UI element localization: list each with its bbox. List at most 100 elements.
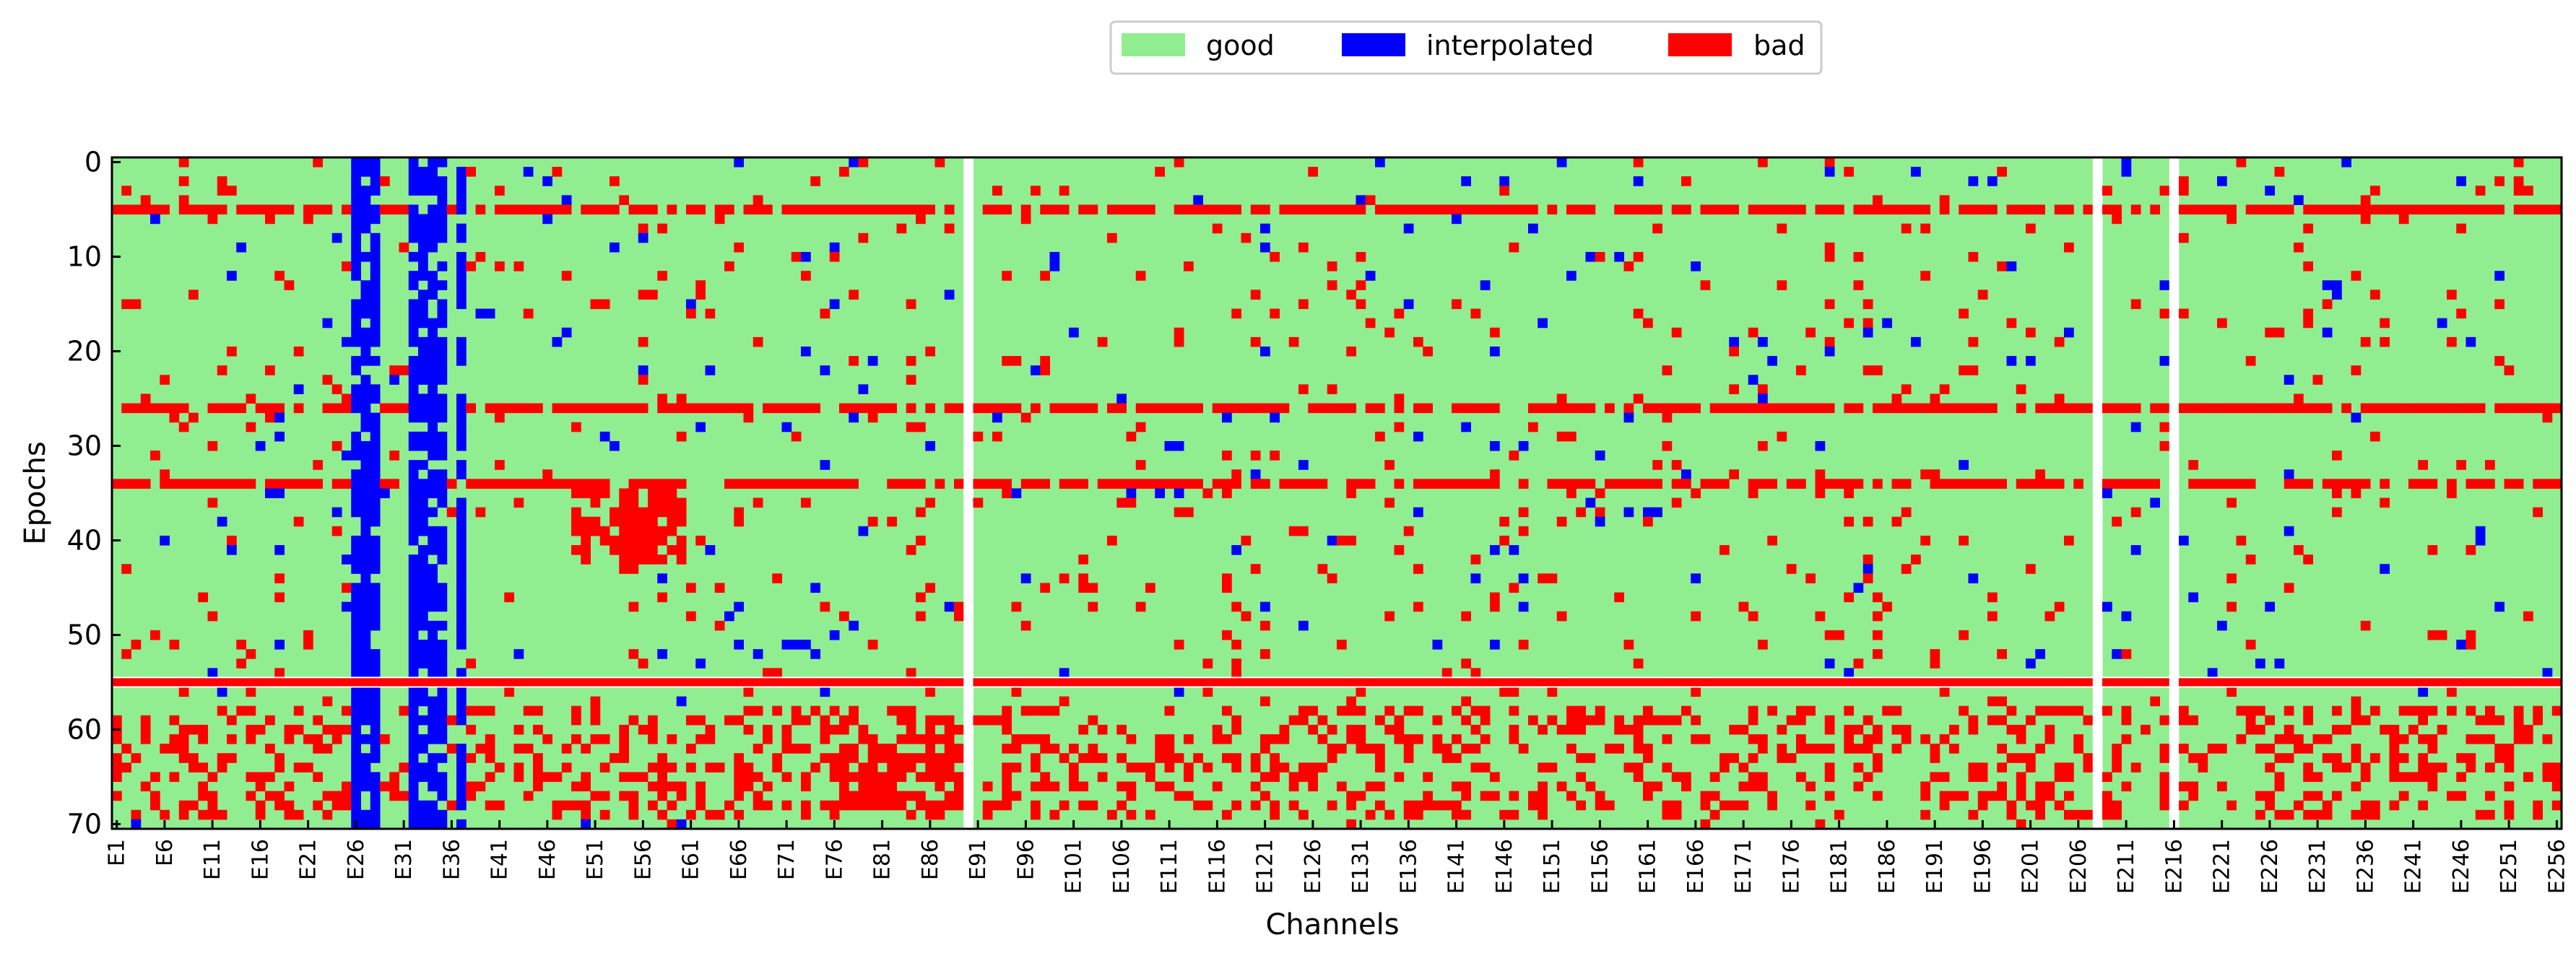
bad-cell — [246, 687, 256, 697]
bad-cell — [303, 630, 313, 640]
x-tick-label: E21 — [296, 839, 321, 880]
interpolated-cell — [351, 204, 361, 215]
bad-cell — [801, 677, 811, 688]
bad-cell — [1920, 403, 1930, 414]
interpolated-cell — [2217, 176, 2227, 186]
bad-cell — [1767, 479, 1777, 489]
bad-cell — [2083, 677, 2094, 688]
bad-cell — [542, 734, 552, 744]
bad-cell — [772, 403, 782, 414]
bad-cell — [1662, 734, 1673, 744]
interpolated-cell — [360, 327, 371, 338]
bad-cell — [1499, 204, 1509, 215]
bad-cell — [2322, 479, 2333, 489]
bad-cell — [1643, 479, 1653, 489]
bad-cell — [1709, 677, 1720, 688]
bad-cell — [1394, 393, 1405, 404]
bad-cell — [1844, 318, 1854, 328]
bad-cell — [217, 705, 227, 716]
interpolated-cell — [360, 545, 371, 555]
bad-cell — [1432, 479, 1443, 489]
bad-cell — [1222, 583, 1232, 593]
bad-cell — [619, 677, 629, 688]
bad-cell — [619, 564, 629, 574]
legend-label-bad: bad — [1753, 30, 1805, 61]
bad-cell — [2351, 705, 2362, 716]
bad-cell — [714, 214, 725, 225]
bad-cell — [2044, 724, 2055, 735]
interpolated-cell — [274, 545, 285, 555]
bad-cell — [1738, 601, 1749, 612]
interpolated-cell — [456, 280, 467, 290]
bad-cell — [2513, 176, 2524, 186]
interpolated-cell — [351, 658, 361, 669]
bad-cell — [513, 204, 524, 215]
bad-cell — [2447, 403, 2457, 414]
interpolated-cell — [360, 214, 371, 225]
bad-cell — [581, 809, 591, 820]
bad-cell — [1556, 393, 1567, 404]
interpolated-cell — [408, 280, 419, 290]
bad-cell — [504, 403, 514, 414]
interpolated-cell — [342, 336, 352, 347]
bad-cell — [772, 479, 782, 489]
bad-cell — [1126, 479, 1137, 489]
bad-cell — [2130, 677, 2141, 688]
bad-cell — [801, 744, 811, 754]
interpolated-cell — [2475, 526, 2486, 536]
bad-cell — [446, 677, 457, 688]
bad-cell — [1288, 772, 1299, 783]
bad-cell — [877, 677, 888, 688]
interpolated-cell — [858, 526, 869, 536]
bad-cell — [916, 422, 926, 432]
bad-cell — [513, 261, 524, 271]
bad-cell — [916, 791, 926, 801]
bad-cell — [2370, 809, 2380, 820]
interpolated-cell — [150, 214, 160, 225]
bad-cell — [1069, 762, 1079, 773]
bad-cell — [1441, 204, 1452, 215]
interpolated-cell — [428, 176, 438, 186]
interpolated-cell — [428, 696, 438, 707]
bad-cell — [542, 677, 552, 688]
interpolated-cell — [370, 318, 381, 328]
bad-cell — [1107, 677, 1117, 688]
bad-cell — [2427, 762, 2438, 773]
bad-cell — [140, 204, 151, 215]
bad-cell — [628, 772, 639, 783]
bad-cell — [1212, 479, 1223, 489]
bad-cell — [2150, 479, 2160, 489]
bad-cell — [753, 677, 763, 688]
bad-cell — [2322, 299, 2333, 310]
bad-cell — [887, 204, 897, 215]
bad-cell — [342, 261, 352, 271]
interpolated-cell — [370, 261, 381, 271]
bad-cell — [446, 744, 457, 754]
bad-cell — [1939, 479, 1950, 489]
bad-cell — [140, 195, 151, 205]
bad-cell — [1126, 809, 1137, 820]
interpolated-cell — [351, 308, 361, 319]
bad-cell — [992, 186, 1002, 196]
bad-cell — [791, 677, 802, 688]
bad-cell — [1155, 677, 1165, 688]
bad-cell — [610, 545, 620, 555]
interpolated-cell — [428, 819, 438, 830]
bad-cell — [236, 658, 246, 669]
bad-cell — [2551, 781, 2562, 792]
bad-cell — [1097, 772, 1108, 783]
bad-cell — [925, 687, 935, 697]
interpolated-cell — [820, 687, 831, 697]
bad-cell — [2179, 705, 2189, 716]
bad-cell — [2294, 800, 2304, 811]
bad-cell — [1231, 640, 1241, 650]
bad-cell — [2016, 724, 2026, 735]
bad-cell — [2159, 781, 2170, 792]
bad-cell — [169, 403, 180, 414]
interpolated-cell — [456, 176, 467, 186]
bad-cell — [1691, 488, 1701, 499]
interpolated-cell — [380, 488, 390, 499]
bad-cell — [1260, 791, 1270, 801]
interpolated-cell — [370, 791, 381, 801]
